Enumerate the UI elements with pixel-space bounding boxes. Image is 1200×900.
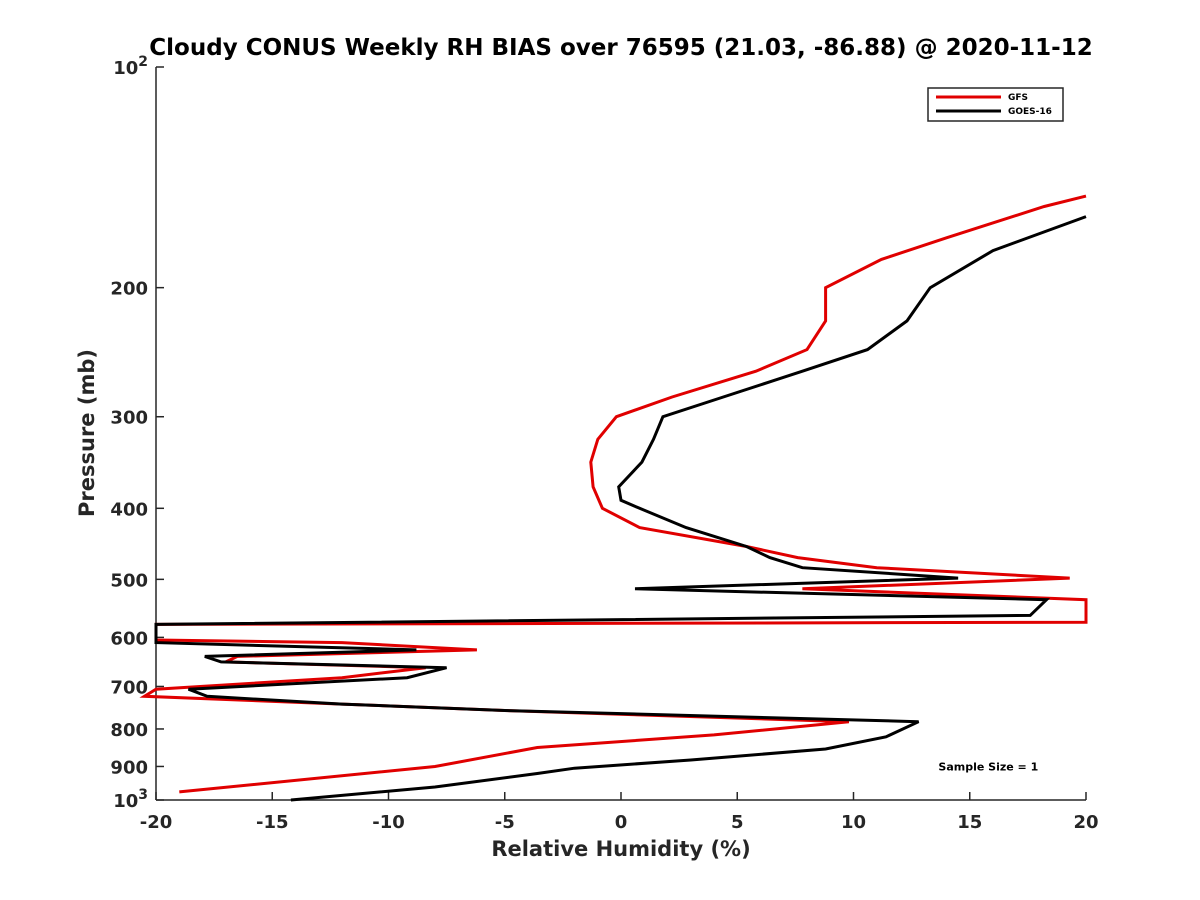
x-tick-label: -15 (256, 812, 289, 833)
y-tick-label: 900 (110, 757, 148, 778)
x-tick-label: 15 (957, 812, 982, 833)
legend-box (927, 87, 1064, 122)
y-tick-label: 700 (110, 677, 148, 698)
annotation-layer: Sample Size = 1 (938, 760, 1038, 773)
series-line-goes-16 (154, 215, 1087, 802)
x-tick-label: 0 (615, 812, 628, 833)
x-tick-label: 10 (841, 812, 866, 833)
y-tick-label: 600 (110, 628, 148, 649)
x-axis-label: Relative Humidity (%) (491, 837, 750, 861)
y-tick-label: 300 (110, 408, 148, 429)
x-tick-label: 5 (731, 812, 744, 833)
x-tick-label: 20 (1073, 812, 1098, 833)
x-tick-label: -5 (495, 812, 515, 833)
series-layer (139, 194, 1088, 802)
y-tick-label: 103 (113, 787, 148, 812)
legend-label: GOES-16 (1008, 107, 1052, 117)
y-axis-label: Pressure (mb) (75, 349, 99, 517)
chart-title: Cloudy CONUS Weekly RH BIAS over 76595 (… (149, 35, 1092, 61)
y-tick-label: 400 (110, 499, 148, 520)
y-tick-label: 500 (110, 570, 148, 591)
y-tick-label: 102 (113, 54, 148, 79)
axes: -20 -15 -10 -5 0 5 10 15 20 102 200 300 400 500 600 700… (110, 54, 1098, 833)
y-tick-label: 800 (110, 720, 148, 741)
x-tick-label: -10 (372, 812, 405, 833)
sample-size-annotation: Sample Size = 1 (938, 760, 1038, 773)
legend-label: GFS (1008, 93, 1028, 103)
legend: GFS GOES-16 (927, 87, 1064, 122)
y-tick-label: 200 (110, 279, 148, 300)
x-tick-label: -20 (140, 812, 173, 833)
